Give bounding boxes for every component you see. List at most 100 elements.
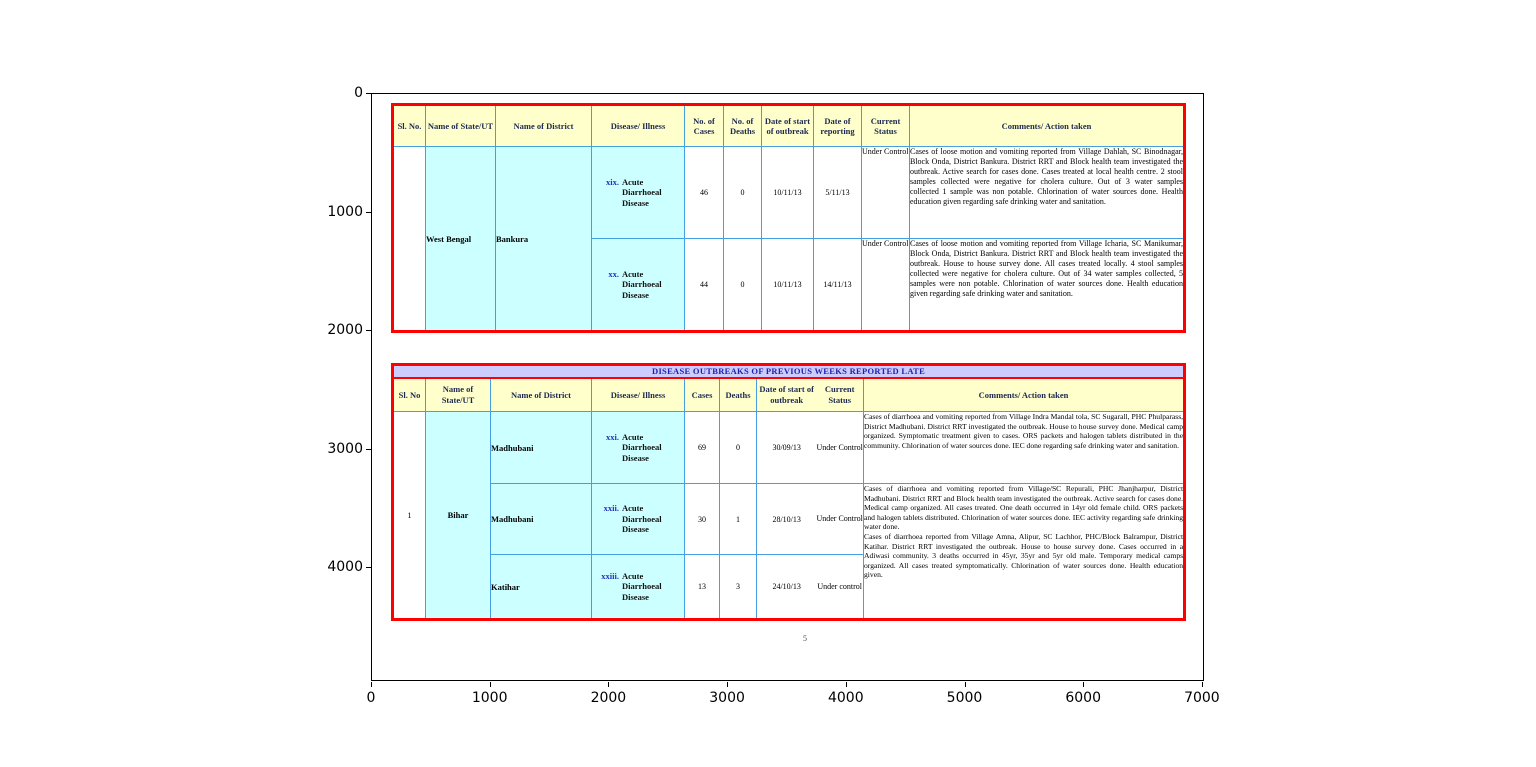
column-header: Date of start of outbreak <box>759 384 814 405</box>
table-row: Katihar xxiii. Acute Diarrhoeal Disease 13 3… <box>393 554 1185 620</box>
x-tick-mark <box>1201 682 1203 687</box>
district-cell: Madhubani <box>490 411 592 484</box>
x-tick-mark <box>489 682 491 687</box>
current-week-table: Sl. No. Name of State/UT Name of District D… <box>391 103 1186 333</box>
disease-name: Acute Diarrhoeal Disease <box>622 176 662 208</box>
x-tick-label: 4000 <box>827 690 864 706</box>
x-tick-mark <box>371 682 372 687</box>
y-tick-label: 0 <box>354 85 363 101</box>
status-cell: Under Control <box>816 514 863 523</box>
header-row: Sl. No Name of State/UT Name of District Di… <box>392 377 1186 412</box>
y-tick-label: 1000 <box>327 203 363 220</box>
table-row: 1 Bihar Madhubani xxi. Acute Diarrhoeal Dise… <box>392 411 1186 620</box>
table-title: DISEASE OUTBREAKS OF PREVIOUS WEEKS REPO… <box>391 364 1186 379</box>
disease-cell: xx. Acute Diarrhoeal Disease <box>591 238 685 332</box>
disease-name: Acute Diarrhoeal Disease <box>622 431 662 463</box>
cases-cell: 30 <box>684 483 720 555</box>
cases-cell: 13 <box>684 554 720 620</box>
date-status-cell: 24/10/13 Under control <box>756 554 864 620</box>
y-tick-mark <box>366 330 371 331</box>
y-tick-mark <box>366 448 371 450</box>
cases-cell: 46 <box>684 146 724 239</box>
date-start-cell: 30/09/13 <box>772 443 801 452</box>
x-tick-mark <box>1083 682 1085 687</box>
column-header: Date of reporting <box>813 104 862 147</box>
disease-index: xxi. <box>606 431 619 442</box>
y-tick-mark <box>366 567 371 568</box>
disease-index: xix. <box>606 176 619 187</box>
page-number: 5 <box>803 634 807 643</box>
x-tick-label: 3000 <box>709 690 745 706</box>
x-tick-label: 0 <box>366 690 376 706</box>
deaths-cell: 3 <box>719 554 757 620</box>
deaths-cell: 0 <box>719 411 757 484</box>
x-tick-label: 1000 <box>471 690 508 706</box>
status-cell: Under Control <box>861 146 910 239</box>
column-header: No. of Deaths <box>723 104 762 147</box>
table-row: Madhubani xxii. Acute Diarrhoeal Disease 30… <box>393 483 1186 620</box>
cases-cell: 44 <box>684 238 724 332</box>
district-cell: Madhubani <box>490 483 592 555</box>
column-header: Sl. No <box>392 377 426 412</box>
date-start-cell: 28/10/13 <box>772 514 801 524</box>
district-cell: Katihar <box>490 554 592 620</box>
column-header: Name of District <box>490 377 592 412</box>
date-status-cell: 28/10/13 Under Control <box>756 483 864 555</box>
column-header: Cases <box>684 377 720 412</box>
date-start-cell: 10/11/13 <box>761 146 814 239</box>
y-tick-label: 2000 <box>327 322 363 338</box>
y-tick-label: 3000 <box>327 440 363 457</box>
y-tick-mark <box>366 211 371 213</box>
state-cell: West Bengal <box>425 146 496 332</box>
comments-cell: Cases of diarrhoea and vomiting reported… <box>862 411 1186 484</box>
disease-name: Acute Diarrhoeal Disease <box>622 268 662 300</box>
column-header: Deaths <box>719 377 757 412</box>
disease-index: xxii. <box>603 503 619 514</box>
x-tick-label: 2000 <box>590 690 627 706</box>
x-tick-label: 5000 <box>946 690 983 706</box>
status-cell: Under Control <box>816 442 863 452</box>
header-row: Sl. No. Name of State/UT Name of District D… <box>392 104 1185 147</box>
x-tick-label: 6000 <box>1065 690 1101 706</box>
column-header: Name of State/UT <box>425 377 491 412</box>
slno-cell: 1 <box>392 411 426 620</box>
state-cell: Bihar <box>425 411 491 620</box>
comments-cell-merged: Cases of diarrhoea and vomiting reported… <box>862 483 1186 620</box>
x-tick-mark <box>845 682 847 687</box>
deaths-cell: 1 <box>719 483 757 555</box>
previous-weeks-table: DISEASE OUTBREAKS OF PREVIOUS WEEKS REPO… <box>391 363 1187 621</box>
table-row: xx. Acute Diarrhoeal Disease 44 0 10/11/13 14… <box>393 238 1185 332</box>
date-reporting-cell: 14/11/13 <box>813 238 862 332</box>
column-header: Current Status <box>824 384 855 405</box>
disease-cell: xxi. Acute Diarrhoeal Disease <box>591 411 685 484</box>
column-header: No. of Cases <box>684 104 724 147</box>
x-tick-mark <box>964 682 966 687</box>
column-header: Current Status <box>861 104 910 147</box>
x-tick-mark <box>727 682 729 687</box>
deaths-cell: 0 <box>723 238 762 332</box>
date-start-cell: 24/10/13 <box>772 582 801 591</box>
date-status-cell: 30/09/13 Under Control <box>756 411 864 484</box>
column-header: Date of start of outbreak <box>761 104 814 147</box>
comments-cell: Cases of loose motion and vomiting repor… <box>909 146 1185 239</box>
disease-cell: xix. Acute Diarrhoeal Disease <box>591 146 685 239</box>
column-header: Comments/ Action taken <box>909 104 1185 147</box>
x-tick-mark <box>608 682 610 687</box>
date-start-cell: 10/11/13 <box>761 238 814 332</box>
disease-cell: xxiii. Acute Diarrhoeal Disease <box>591 554 685 620</box>
date-status-header: Date of start of outbreak Current Status <box>756 377 864 412</box>
column-header: Sl. No. <box>392 104 426 147</box>
column-header: Disease/ Illness <box>591 377 685 412</box>
status-cell: Under control <box>817 581 862 591</box>
disease-cell: xxii. Acute Diarrhoeal Disease <box>591 483 685 555</box>
date-reporting-cell: 5/11/13 <box>813 146 862 239</box>
disease-index: xxiii. <box>601 570 619 581</box>
y-tick-label: 4000 <box>327 559 363 575</box>
column-header: Disease/ Illness <box>591 104 685 147</box>
column-header: Name of State/UT <box>425 104 496 147</box>
column-header: Comments/ Action taken <box>862 377 1186 412</box>
district-cell: Bankura <box>495 146 592 332</box>
deaths-cell: 0 <box>723 146 762 239</box>
comments-paragraph: Cases of diarrhoea and vomiting reported… <box>864 484 1184 532</box>
